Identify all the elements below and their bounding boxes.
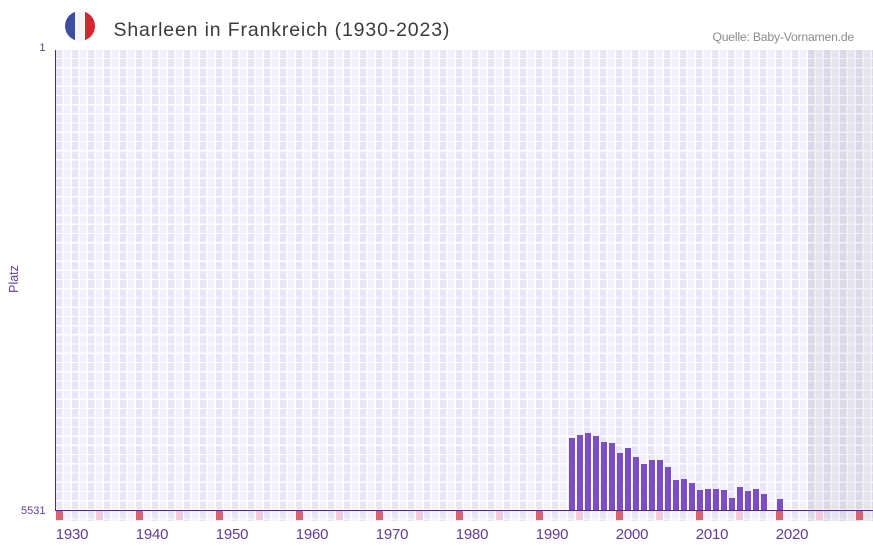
bar-2003[interactable] [648, 459, 656, 512]
x-axis-tick-2020: 2020 [775, 526, 809, 543]
bar-1996[interactable] [592, 436, 600, 512]
x-axis-major-marker [56, 511, 63, 521]
bar-2014[interactable] [736, 486, 744, 512]
bar-2002[interactable] [640, 464, 648, 512]
x-axis-major-marker [456, 511, 463, 521]
bar-2004[interactable] [656, 459, 664, 512]
y-axis-line [54, 50, 57, 512]
x-axis-tick-1940: 1940 [135, 526, 169, 543]
x-axis-major-marker [296, 511, 303, 521]
x-axis-minor-marker [496, 511, 503, 521]
bar-2011[interactable] [712, 488, 720, 512]
flag-white-stripe [75, 10, 85, 41]
bar-1999[interactable] [616, 452, 624, 512]
bar-1995[interactable] [584, 433, 592, 512]
x-axis-tick-1960: 1960 [295, 526, 329, 543]
y-axis-tick-bottom: 5531 [21, 504, 46, 517]
x-axis-major-marker [376, 511, 383, 521]
bar-2013[interactable] [728, 497, 736, 512]
x-axis-minor-marker [656, 511, 663, 521]
x-axis-major-marker [856, 511, 863, 521]
bar-2019[interactable] [776, 498, 784, 512]
x-axis-minor-marker [416, 511, 423, 521]
x-axis-minor-marker [256, 511, 263, 521]
x-axis-tick-1970: 1970 [375, 526, 409, 543]
flag-blue-stripe [65, 10, 75, 41]
flag-red-stripe [85, 10, 95, 41]
x-axis-minor-marker [336, 511, 343, 521]
bar-2015[interactable] [744, 491, 752, 512]
x-axis-major-marker [616, 511, 623, 521]
x-axis-tick-1980: 1980 [455, 526, 489, 543]
x-axis-minor-marker [736, 511, 743, 521]
x-axis-line [54, 509, 873, 512]
x-axis-tick-2010: 2010 [695, 526, 729, 543]
source-attribution: Quelle: Baby-Vornamen.de [712, 29, 854, 44]
x-axis-minor-marker [576, 511, 583, 521]
bar-2010[interactable] [704, 488, 712, 512]
future-years-band [808, 50, 873, 521]
bar-2007[interactable] [680, 478, 688, 512]
bar-2001[interactable] [632, 456, 640, 512]
chart-title: Sharleen in Frankreich (1930-2023) [113, 18, 451, 41]
bar-1998[interactable] [608, 443, 616, 512]
bar-2016[interactable] [752, 488, 760, 512]
bar-2000[interactable] [624, 447, 632, 512]
x-axis-tick-1930: 1930 [55, 526, 89, 543]
x-axis-tick-2000: 2000 [615, 526, 649, 543]
x-axis-major-marker [776, 511, 783, 521]
x-axis-major-marker [696, 511, 703, 521]
bar-1993[interactable] [568, 437, 576, 512]
x-axis-major-marker [216, 511, 223, 521]
x-axis-major-marker [536, 511, 543, 521]
bar-1997[interactable] [600, 441, 608, 512]
x-axis-minor-marker [176, 511, 183, 521]
x-axis-tick-1990: 1990 [535, 526, 569, 543]
bar-2006[interactable] [672, 479, 680, 512]
bar-2009[interactable] [696, 489, 704, 512]
bar-1994[interactable] [576, 434, 584, 512]
france-flag-icon [65, 10, 95, 41]
bar-2008[interactable] [688, 483, 696, 512]
plot-area[interactable] [56, 50, 873, 521]
x-axis-minor-marker [816, 511, 823, 521]
y-axis-title: Platz [7, 264, 21, 293]
x-axis-major-marker [136, 511, 143, 521]
bar-2017[interactable] [760, 493, 768, 512]
x-axis-minor-marker [96, 511, 103, 521]
bar-2005[interactable] [664, 466, 672, 512]
bar-2012[interactable] [720, 490, 728, 512]
x-axis-tick-1950: 1950 [215, 526, 249, 543]
y-axis-tick-top: 1 [39, 42, 46, 54]
